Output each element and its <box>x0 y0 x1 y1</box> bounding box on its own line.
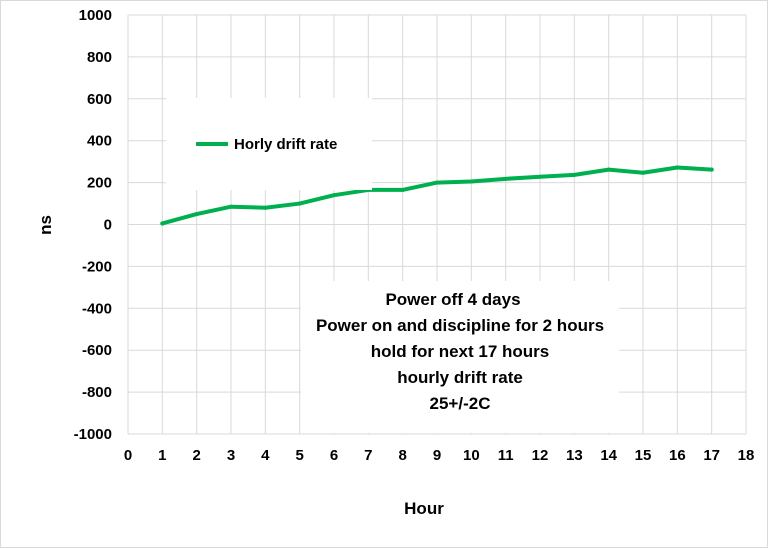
data-point <box>538 174 542 179</box>
x-tick-label: 10 <box>463 447 480 464</box>
data-point <box>263 205 268 210</box>
x-tick-label: 9 <box>433 447 441 464</box>
x-tick-label: 17 <box>703 447 720 464</box>
y-tick-label: -800 <box>82 384 112 401</box>
x-tick-label: 4 <box>261 447 270 464</box>
annotation-line-4: hourly drift rate <box>397 368 523 387</box>
data-point <box>469 179 474 184</box>
x-tick-label: 13 <box>566 447 583 464</box>
y-tick-label: 0 <box>104 217 112 234</box>
y-tick-label: -600 <box>82 342 112 359</box>
legend-label: Horly drift rate <box>234 136 337 153</box>
series-layer <box>160 165 714 226</box>
data-point <box>332 193 336 198</box>
y-tick-label: 800 <box>87 49 112 66</box>
data-point <box>435 180 439 185</box>
x-tick-label: 15 <box>635 447 652 464</box>
data-point <box>229 204 233 209</box>
x-tick-label: 12 <box>532 447 549 464</box>
data-point <box>503 176 508 181</box>
x-tick-label: 14 <box>600 447 617 464</box>
data-point <box>572 172 577 177</box>
x-tick-label: 7 <box>364 447 372 464</box>
x-tick-label: 3 <box>227 447 235 464</box>
data-point <box>160 221 165 226</box>
x-tick-labels: 0 1 2 3 4 5 6 7 8 9 10 11 12 13 14 15 16 17 18 <box>124 447 755 464</box>
data-point <box>606 167 611 172</box>
data-point <box>297 201 302 206</box>
data-point <box>709 167 714 172</box>
annotation-background <box>301 281 619 433</box>
data-point <box>400 187 405 192</box>
x-tick-label: 6 <box>330 447 338 464</box>
y-tick-label: -200 <box>82 258 112 275</box>
y-tick-label: 600 <box>87 91 112 108</box>
data-point <box>675 165 680 170</box>
annotation-line-3: hold for next 17 hours <box>371 342 550 361</box>
annotation-box: Power off 4 days Power on and discipline… <box>301 281 619 433</box>
x-axis-title: Hour <box>404 499 444 518</box>
data-point <box>194 212 199 217</box>
annotation-line-1: Power off 4 days <box>385 290 520 309</box>
x-tick-label: 18 <box>738 447 755 464</box>
x-tick-label: 11 <box>498 447 514 464</box>
y-tick-label: -1000 <box>74 426 112 443</box>
y-tick-label: 200 <box>87 175 112 192</box>
y-tick-label: 1000 <box>79 7 112 24</box>
annotation-line-5: 25+/-2C <box>430 394 491 413</box>
y-tick-label: -400 <box>82 300 112 317</box>
x-tick-label: 0 <box>124 447 132 464</box>
legend: Horly drift rate <box>166 98 372 190</box>
x-tick-label: 5 <box>295 447 303 464</box>
y-tick-label: 400 <box>87 133 112 150</box>
data-point <box>641 170 645 175</box>
x-tick-label: 1 <box>158 447 166 464</box>
y-tick-labels: 1000 800 600 400 200 0 -200 -400 -600 -800 -1000 <box>74 7 112 443</box>
x-tick-label: 16 <box>669 447 686 464</box>
x-tick-label: 8 <box>398 447 406 464</box>
x-tick-label: 2 <box>192 447 200 464</box>
annotation-line-2: Power on and discipline for 2 hours <box>316 316 604 335</box>
y-axis-title: ns <box>36 215 55 235</box>
